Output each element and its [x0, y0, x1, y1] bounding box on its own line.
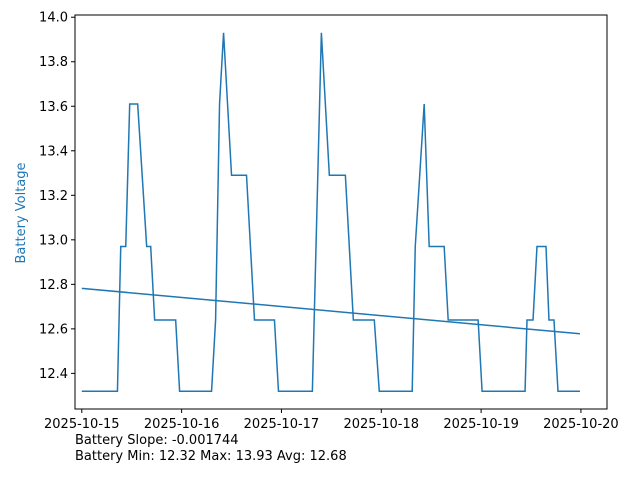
- battery-slope-text: Battery Slope: -0.001744: [75, 433, 239, 448]
- y-axis-label: Battery Voltage: [14, 162, 29, 263]
- x-tick-label: 2025-10-16: [144, 417, 220, 432]
- series-layer: [81, 32, 581, 392]
- y-tick-label: 12.8: [39, 278, 68, 293]
- x-tick-label: 2025-10-15: [44, 417, 120, 432]
- y-tick-label: 13.8: [39, 55, 68, 70]
- y-tick-label: 14.0: [39, 11, 68, 26]
- y-tick-label: 12.4: [39, 367, 68, 382]
- y-tick-label: 13.2: [39, 189, 68, 204]
- x-tick-label: 2025-10-18: [343, 417, 419, 432]
- y-tick-label: 13.6: [39, 100, 68, 115]
- plot-frame: [74, 14, 608, 410]
- x-tick-label: 2025-10-20: [543, 417, 619, 432]
- y-tick-label: 13.0: [39, 233, 68, 248]
- y-tick-label: 13.4: [39, 144, 68, 159]
- ticks-layer: 2025-10-15 2025-10-16 2025-10-17 2025-10-18…: [39, 11, 619, 432]
- trend-line: [81, 287, 581, 335]
- battery-range-text: Battery Min: 12.32 Max: 13.93 Avg: 12.68: [75, 449, 347, 464]
- battery-voltage-line: [81, 32, 580, 392]
- y-tick-label: 12.6: [39, 322, 68, 337]
- x-tick-label: 2025-10-19: [443, 417, 519, 432]
- x-tick-label: 2025-10-17: [244, 417, 320, 432]
